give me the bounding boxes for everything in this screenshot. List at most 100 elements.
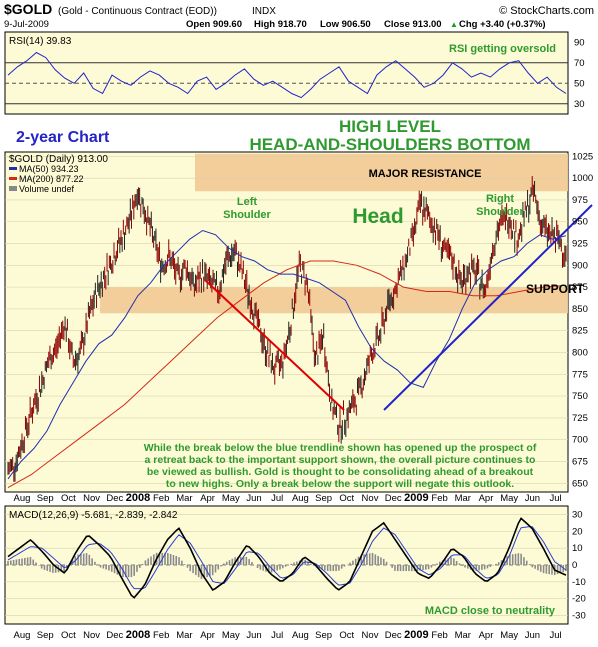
price-tick-label: 750: [572, 391, 588, 402]
rsi-panel: [4, 31, 569, 115]
price-tick-label: 650: [572, 478, 588, 489]
volume-swatch: [9, 186, 17, 191]
change-arrow-icon: ▲: [450, 20, 458, 29]
rsi-label: RSI(14) 39.83: [9, 36, 72, 47]
x-tick-label: Sep: [315, 630, 332, 641]
x-tick-label: Jun: [525, 493, 540, 504]
rsi-tick-label: 50: [574, 78, 585, 89]
x-tick-label: Apr: [479, 493, 494, 504]
macd-line: [7, 517, 567, 599]
x-tick-label: Jul: [550, 493, 562, 504]
right-shoulder-label-2: Shoulder: [476, 206, 524, 218]
x-tick-label: May: [500, 493, 518, 504]
macd-tick-label: -10: [572, 577, 586, 588]
ma200-swatch: [9, 177, 17, 180]
x-tick-label: Mar: [455, 630, 471, 641]
x-tick-label: Aug: [292, 630, 309, 641]
price-tick-label: 975: [572, 195, 588, 206]
left-shoulder-label-2: Shoulder: [223, 209, 271, 221]
x-tick-label: Feb: [431, 630, 447, 641]
x-tick-label: 2008: [126, 492, 150, 504]
right-shoulder-label-1: Right: [486, 193, 514, 205]
x-tick-label: Dec: [385, 493, 402, 504]
macd-tick-label: -20: [572, 594, 586, 605]
price-tick-label: 875: [572, 282, 588, 293]
price-tick-label: 1025: [572, 151, 593, 162]
price-tick-label: 725: [572, 413, 588, 424]
x-tick-label: Mar: [176, 493, 192, 504]
price-tick-label: 775: [572, 369, 588, 380]
rsi-tick-label: 90: [574, 37, 585, 48]
price-tick-label: 950: [572, 217, 588, 228]
x-tick-label: Sep: [37, 630, 54, 641]
macd-tick-label: 20: [572, 526, 583, 537]
x-tick-label: Jul: [271, 630, 283, 641]
resistance-band: [195, 153, 568, 192]
x-tick-label: Dec: [106, 493, 123, 504]
major-resistance-label: MAJOR RESISTANCE: [369, 168, 482, 180]
x-tick-label: Dec: [106, 630, 123, 641]
x-tick-label: Nov: [83, 630, 100, 641]
x-tick-label: 2009: [404, 629, 428, 641]
x-tick-label: May: [500, 630, 518, 641]
x-tick-label: Jun: [525, 630, 540, 641]
price-tick-label: 850: [572, 304, 588, 315]
x-tick-label: Oct: [61, 630, 76, 641]
brand-label: © StockCharts.com: [499, 5, 594, 17]
support-band: [100, 287, 568, 314]
x-tick-label: Feb: [431, 493, 447, 504]
x-tick-label: Nov: [362, 630, 379, 641]
head-label: Head: [352, 205, 403, 228]
x-tick-label: Apr: [200, 630, 215, 641]
pattern-title-line1: HIGH LEVEL: [339, 117, 441, 136]
x-tick-label: Sep: [37, 493, 54, 504]
ohlc-low: Low 906.50: [320, 19, 371, 30]
macd-tick-label: -30: [572, 611, 586, 622]
two-year-chart-label: 2-year Chart: [16, 129, 110, 146]
ma200-line: [7, 260, 567, 489]
chart-exchange: INDX: [252, 6, 276, 17]
rsi-tick-label: 70: [574, 58, 585, 69]
x-tick-label: May: [222, 630, 240, 641]
price-tick-label: 800: [572, 348, 588, 359]
x-tick-label: 2009: [404, 492, 428, 504]
x-tick-label: 2008: [126, 629, 150, 641]
x-tick-label: Nov: [83, 493, 100, 504]
x-tick-label: Feb: [153, 493, 169, 504]
ohlc-high: High 918.70: [254, 19, 307, 30]
left-shoulder-label-1: Left: [237, 196, 258, 208]
blue-uptrend-line: [383, 204, 593, 411]
pattern-title-line2: HEAD-AND-SHOULDERS BOTTOM: [249, 135, 530, 154]
price-tick-label: 700: [572, 435, 588, 446]
x-tick-label: Jul: [550, 630, 562, 641]
x-tick-label: Aug: [292, 493, 309, 504]
x-tick-label: Jun: [246, 493, 261, 504]
price-legend-ma200: MA(200) 877.22: [19, 174, 84, 184]
x-tick-label: May: [222, 493, 240, 504]
price-legend-volume: Volume undef: [19, 184, 75, 194]
x-tick-label: Apr: [479, 630, 494, 641]
price-tick-label: 925: [572, 239, 588, 250]
x-tick-label: Dec: [385, 630, 402, 641]
x-tick-label: Jul: [271, 493, 283, 504]
ohlc-close: Close 913.00: [384, 19, 442, 30]
chart-description: (Gold - Continuous Contract (EOD)): [58, 6, 217, 17]
price-tick-label: 900: [572, 260, 588, 271]
support-label: SUPPORT: [526, 282, 585, 296]
commentary-line-4: to new highs. Only a break below the sup…: [166, 478, 514, 490]
commentary-line-2: a retreat back to the important support …: [145, 454, 536, 466]
price-bars: [7, 176, 567, 482]
rsi-line: [7, 51, 567, 99]
x-tick-label: Oct: [339, 493, 354, 504]
price-legend-gold: $GOLD (Daily) 913.00: [9, 154, 108, 165]
red-downtrend-line: [204, 279, 345, 411]
x-tick-label: Aug: [14, 630, 31, 641]
x-tick-label: Apr: [200, 493, 215, 504]
x-tick-label: Mar: [455, 493, 471, 504]
ohlc-change: Chg +3.40 (+0.37%): [459, 19, 546, 30]
rsi-annotation: RSI getting oversold: [449, 43, 556, 55]
x-tick-label: Feb: [153, 630, 169, 641]
x-tick-label: Sep: [315, 493, 332, 504]
chart-date: 9-Jul-2009: [4, 19, 49, 30]
